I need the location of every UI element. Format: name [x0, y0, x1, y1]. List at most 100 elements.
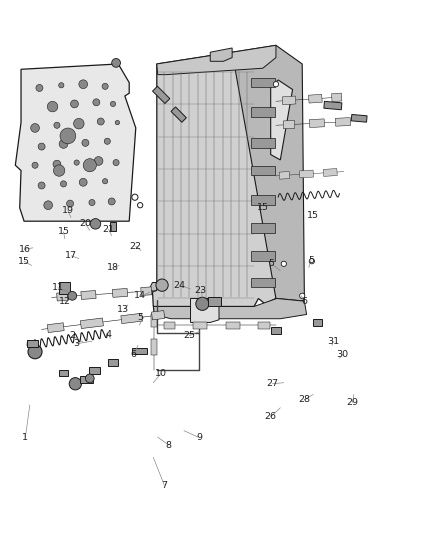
Circle shape	[156, 279, 168, 292]
Text: 30: 30	[336, 350, 349, 359]
Polygon shape	[300, 170, 314, 178]
Circle shape	[69, 377, 81, 390]
Circle shape	[31, 124, 39, 132]
Polygon shape	[251, 78, 275, 87]
Circle shape	[74, 118, 84, 129]
Polygon shape	[251, 251, 275, 261]
Text: 25: 25	[183, 332, 195, 340]
Text: 5: 5	[137, 313, 143, 321]
Polygon shape	[108, 359, 118, 366]
Polygon shape	[15, 64, 136, 221]
Polygon shape	[208, 297, 221, 306]
Text: 2: 2	[69, 332, 75, 340]
Circle shape	[89, 199, 95, 206]
Polygon shape	[251, 107, 275, 117]
Polygon shape	[193, 321, 207, 329]
Circle shape	[102, 179, 108, 184]
Text: 28: 28	[298, 395, 311, 404]
Circle shape	[59, 83, 64, 88]
Polygon shape	[171, 107, 187, 122]
Polygon shape	[251, 223, 275, 233]
Text: 11: 11	[52, 284, 64, 292]
Circle shape	[309, 259, 314, 264]
Text: 12: 12	[59, 297, 71, 305]
Circle shape	[59, 140, 68, 148]
Circle shape	[94, 157, 103, 165]
Circle shape	[112, 59, 120, 67]
Text: 16: 16	[19, 245, 32, 254]
Text: 15: 15	[257, 204, 269, 212]
Text: 10: 10	[155, 369, 167, 377]
Circle shape	[300, 293, 305, 298]
Polygon shape	[271, 80, 293, 160]
Circle shape	[97, 118, 104, 125]
Polygon shape	[164, 321, 175, 329]
Text: 14: 14	[134, 292, 146, 300]
Polygon shape	[351, 115, 367, 122]
Polygon shape	[332, 93, 342, 102]
Text: 22: 22	[130, 242, 142, 251]
Circle shape	[60, 181, 67, 187]
Circle shape	[115, 120, 120, 125]
Circle shape	[67, 200, 74, 207]
Text: 18: 18	[107, 263, 119, 272]
Text: 21: 21	[102, 225, 115, 233]
Circle shape	[138, 203, 143, 208]
Polygon shape	[27, 341, 39, 348]
Circle shape	[110, 101, 116, 107]
Polygon shape	[324, 101, 342, 110]
Polygon shape	[151, 314, 157, 327]
Circle shape	[196, 297, 209, 310]
Text: 5: 5	[308, 256, 314, 264]
Polygon shape	[282, 96, 296, 105]
Circle shape	[38, 182, 45, 189]
Text: 15: 15	[307, 212, 319, 220]
Polygon shape	[81, 290, 96, 300]
Text: 26: 26	[265, 413, 277, 421]
Circle shape	[113, 159, 119, 166]
Polygon shape	[57, 293, 68, 301]
Circle shape	[53, 160, 61, 168]
Circle shape	[28, 345, 42, 359]
Text: 7: 7	[161, 481, 167, 489]
Polygon shape	[308, 94, 322, 103]
Polygon shape	[309, 119, 325, 127]
Polygon shape	[271, 327, 281, 334]
Text: 6: 6	[301, 297, 307, 305]
Circle shape	[60, 128, 76, 144]
Circle shape	[82, 139, 89, 147]
Circle shape	[273, 82, 279, 87]
Polygon shape	[152, 52, 276, 306]
Polygon shape	[59, 370, 68, 376]
Polygon shape	[80, 376, 93, 383]
Polygon shape	[251, 138, 275, 148]
Polygon shape	[151, 339, 157, 355]
Text: 24: 24	[173, 281, 186, 289]
Polygon shape	[131, 348, 147, 354]
Circle shape	[54, 122, 60, 128]
Text: 27: 27	[266, 379, 279, 388]
Polygon shape	[251, 166, 275, 175]
Text: 5: 5	[268, 260, 275, 268]
Text: 1: 1	[22, 433, 28, 441]
Circle shape	[108, 198, 115, 205]
Circle shape	[36, 84, 43, 92]
Polygon shape	[152, 86, 170, 103]
Text: 31: 31	[327, 337, 339, 345]
Circle shape	[132, 194, 138, 200]
Text: 29: 29	[346, 398, 359, 407]
Circle shape	[104, 138, 110, 144]
Circle shape	[32, 162, 38, 168]
Circle shape	[85, 374, 94, 383]
Polygon shape	[336, 118, 350, 126]
Polygon shape	[59, 282, 70, 294]
Circle shape	[68, 292, 77, 300]
Polygon shape	[191, 298, 219, 322]
Polygon shape	[113, 288, 127, 297]
Polygon shape	[110, 222, 116, 231]
Circle shape	[79, 80, 88, 88]
Polygon shape	[251, 195, 275, 205]
Polygon shape	[153, 298, 307, 319]
Polygon shape	[226, 321, 240, 329]
Circle shape	[281, 261, 286, 266]
